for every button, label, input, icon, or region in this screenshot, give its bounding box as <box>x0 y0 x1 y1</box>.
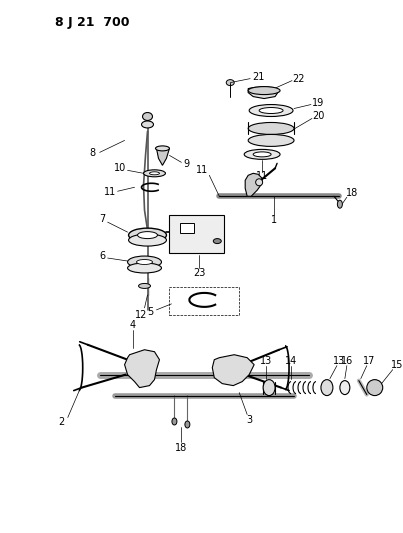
Ellipse shape <box>340 381 350 394</box>
Text: 15: 15 <box>391 360 403 370</box>
Ellipse shape <box>259 108 283 114</box>
Ellipse shape <box>172 418 177 425</box>
Text: 4: 4 <box>129 320 136 330</box>
Text: 14: 14 <box>285 356 297 366</box>
Text: 11: 11 <box>196 165 208 175</box>
Ellipse shape <box>248 123 294 134</box>
Text: 18: 18 <box>346 188 358 198</box>
Ellipse shape <box>185 421 190 428</box>
Polygon shape <box>125 350 160 387</box>
Ellipse shape <box>248 86 280 94</box>
Ellipse shape <box>128 263 162 273</box>
Text: 10: 10 <box>114 163 126 173</box>
Ellipse shape <box>244 149 280 159</box>
Ellipse shape <box>141 121 154 128</box>
Ellipse shape <box>337 200 343 208</box>
Text: 9: 9 <box>183 159 189 169</box>
Bar <box>169 287 239 315</box>
Text: 19: 19 <box>312 98 324 108</box>
Text: 12: 12 <box>135 310 148 320</box>
Text: 16: 16 <box>341 356 353 366</box>
Text: 23: 23 <box>193 268 206 278</box>
Text: 6: 6 <box>100 251 106 261</box>
Ellipse shape <box>129 234 166 246</box>
Polygon shape <box>156 148 169 165</box>
Text: 11: 11 <box>104 187 116 197</box>
Ellipse shape <box>367 379 383 395</box>
Text: 3: 3 <box>246 416 252 425</box>
Text: 8 J 21  700: 8 J 21 700 <box>55 17 129 29</box>
Text: 13: 13 <box>333 356 345 366</box>
Polygon shape <box>245 173 262 196</box>
Ellipse shape <box>156 146 169 151</box>
Text: 13: 13 <box>260 356 272 366</box>
Ellipse shape <box>139 284 150 288</box>
Ellipse shape <box>249 104 293 117</box>
Text: 20: 20 <box>312 111 324 122</box>
Ellipse shape <box>256 179 263 186</box>
Ellipse shape <box>263 379 275 395</box>
Text: 2: 2 <box>59 417 65 427</box>
Ellipse shape <box>213 239 221 244</box>
Text: 21: 21 <box>252 71 264 82</box>
Ellipse shape <box>143 170 166 177</box>
Text: 8: 8 <box>89 148 96 158</box>
Text: 17: 17 <box>363 356 375 366</box>
Text: 22: 22 <box>292 74 304 84</box>
Bar <box>169 215 224 253</box>
Ellipse shape <box>226 79 234 86</box>
Ellipse shape <box>128 256 162 268</box>
Bar <box>181 223 194 233</box>
Ellipse shape <box>253 152 271 157</box>
Text: 18: 18 <box>175 443 187 454</box>
Ellipse shape <box>321 379 333 395</box>
Ellipse shape <box>143 112 152 120</box>
Ellipse shape <box>137 232 158 239</box>
Text: 7: 7 <box>100 214 106 224</box>
Ellipse shape <box>137 260 152 264</box>
Polygon shape <box>248 86 279 99</box>
Text: 11: 11 <box>256 171 268 181</box>
Ellipse shape <box>129 228 166 242</box>
Text: 1: 1 <box>271 215 277 225</box>
Text: 5: 5 <box>147 307 154 317</box>
Polygon shape <box>212 354 254 385</box>
Ellipse shape <box>248 134 294 147</box>
Ellipse shape <box>150 172 160 175</box>
